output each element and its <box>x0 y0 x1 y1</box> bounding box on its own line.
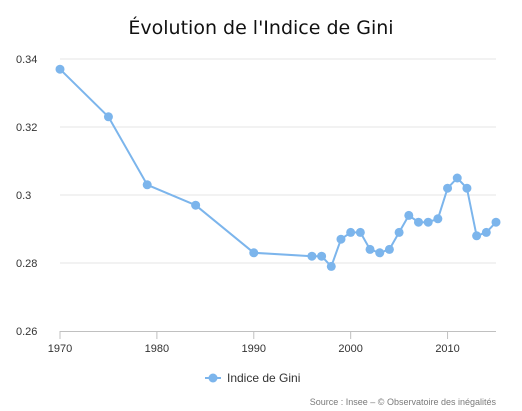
axes: 0.26 0.28 0.3 0.32 0.34 1970 1980 1990 2000 2010 <box>16 54 496 355</box>
series-line[interactable] <box>59 68 497 268</box>
x-tick-label: 1980 <box>145 343 169 355</box>
chart-title: Évolution de l'Indice de Gini <box>128 16 393 39</box>
data-point[interactable] <box>336 234 346 244</box>
x-tick-label: 2010 <box>435 343 459 355</box>
data-point[interactable] <box>404 210 414 220</box>
data-point[interactable] <box>462 183 472 193</box>
legend[interactable]: Indice de Gini <box>205 371 300 385</box>
data-point[interactable] <box>55 64 65 74</box>
data-point[interactable] <box>191 200 201 210</box>
y-tick-label: 0.32 <box>16 122 37 134</box>
data-point[interactable] <box>384 244 394 254</box>
legend-point-marker[interactable] <box>208 373 218 383</box>
y-tick-label: 0.34 <box>16 54 37 66</box>
data-point[interactable] <box>423 217 433 227</box>
series-layer <box>55 64 501 271</box>
x-tick-label: 2000 <box>338 343 362 355</box>
x-tick-label: 1990 <box>242 343 266 355</box>
y-tick-label: 0.3 <box>16 190 31 202</box>
data-point[interactable] <box>142 180 152 190</box>
y-tick-label: 0.26 <box>16 326 37 338</box>
data-point[interactable] <box>346 227 356 237</box>
data-point[interactable] <box>375 248 385 258</box>
legend-label[interactable]: Indice de Gini <box>227 371 300 385</box>
data-point[interactable] <box>433 214 443 224</box>
data-point[interactable] <box>481 227 491 237</box>
data-point[interactable] <box>307 251 317 261</box>
data-point[interactable] <box>413 217 423 227</box>
data-point[interactable] <box>443 183 453 193</box>
grid-lines <box>60 58 496 264</box>
data-point[interactable] <box>394 227 404 237</box>
data-point[interactable] <box>326 261 336 271</box>
data-point[interactable] <box>491 217 501 227</box>
data-point[interactable] <box>249 248 259 258</box>
data-point[interactable] <box>472 231 482 241</box>
x-tick-label: 1970 <box>48 343 72 355</box>
data-point[interactable] <box>452 173 462 183</box>
data-point[interactable] <box>317 251 327 261</box>
y-tick-label: 0.28 <box>16 258 37 270</box>
data-point[interactable] <box>355 227 365 237</box>
data-point[interactable] <box>365 244 375 254</box>
data-point[interactable] <box>103 112 113 122</box>
credits-text[interactable]: Source : Insee – © Observatoire des inég… <box>310 397 497 407</box>
